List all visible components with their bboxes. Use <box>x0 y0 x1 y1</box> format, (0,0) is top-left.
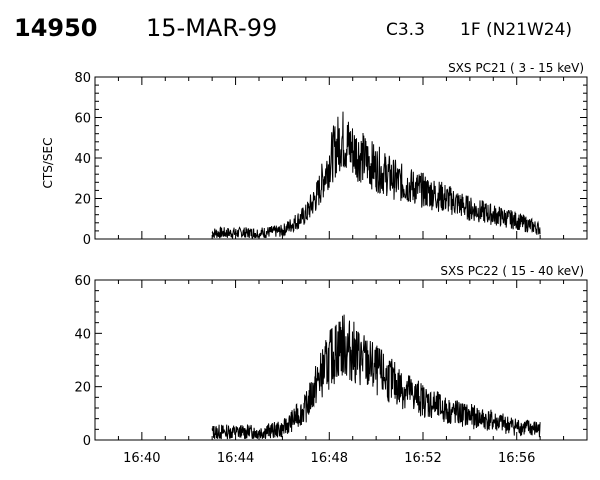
top-y-axis-label: CTS/SEC <box>41 138 55 189</box>
y-tick-label: 20 <box>74 381 91 396</box>
goes-class: C3.3 <box>386 20 425 40</box>
y-tick-label: 0 <box>83 434 91 449</box>
top-panel: SXS PC21 ( 3 - 15 keV) CTS/SEC 0 20 40 60 80 <box>41 61 588 248</box>
bottom-panel-title: SXS PC22 ( 15 - 40 keV) <box>440 264 584 278</box>
bottom-panel: SXS PC22 ( 15 - 40 keV) 0 20 40 60 <box>74 264 588 449</box>
y-tick-label: 60 <box>74 112 91 127</box>
x-tick-label: 16:44 <box>217 451 254 466</box>
top-series-line <box>211 111 541 240</box>
bottom-plot-frame <box>94 279 588 441</box>
y-tick-label: 0 <box>83 233 91 248</box>
x-tick-label: 16:52 <box>404 451 441 466</box>
y-tick-label: 40 <box>74 152 91 167</box>
y-tick-label: 20 <box>74 193 91 208</box>
event-id: 14950 <box>14 14 98 42</box>
x-tick-label: 16:40 <box>123 451 160 466</box>
y-tick-label: 60 <box>74 274 91 289</box>
x-tick-label: 16:48 <box>311 451 348 466</box>
event-date: 15-MAR-99 <box>146 14 278 42</box>
top-panel-title: SXS PC21 ( 3 - 15 keV) <box>448 61 584 75</box>
flare-location: 1F (N21W24) <box>460 20 573 40</box>
y-tick-label: 80 <box>74 71 91 86</box>
bottom-series-line <box>211 314 541 440</box>
x-tick-label: 16:56 <box>498 451 535 466</box>
y-tick-label: 40 <box>74 327 91 342</box>
